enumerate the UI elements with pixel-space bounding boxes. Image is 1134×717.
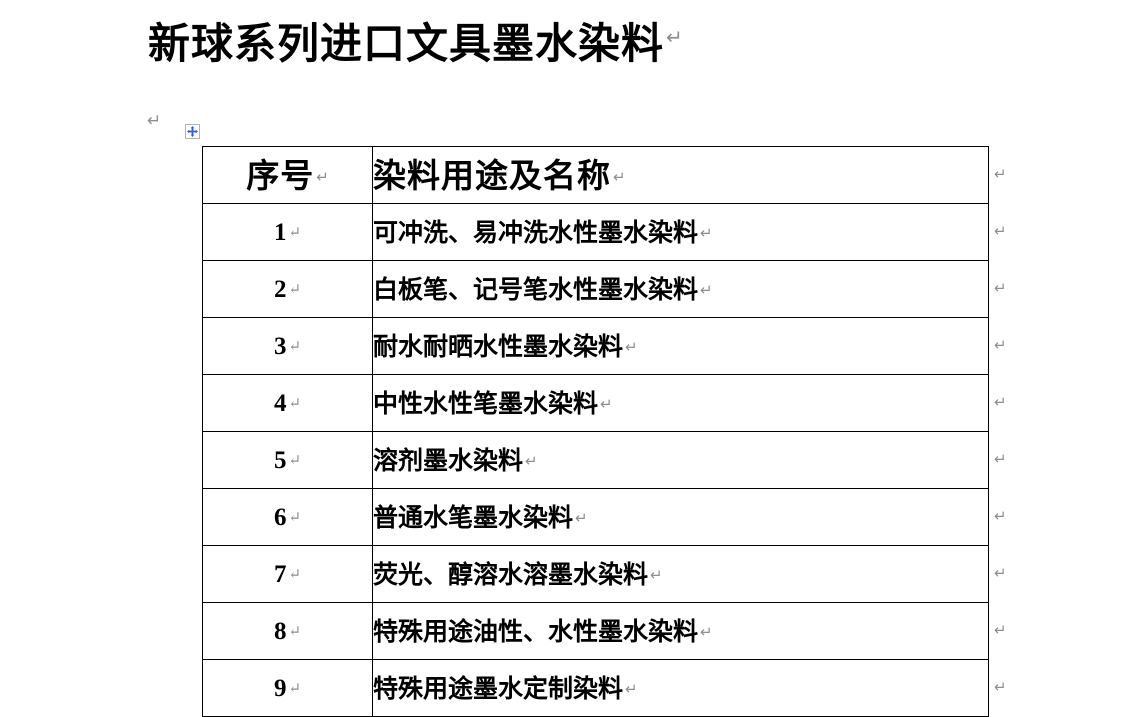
table-cell-num: 6 ↵ <box>202 488 373 546</box>
paragraph-mark-icon: ↵ <box>575 508 588 527</box>
paragraph-mark-icon: ↵ <box>288 395 302 412</box>
paragraph-mark-icon: ↵ <box>625 679 638 698</box>
paragraph-mark-icon: ↵ <box>316 167 329 186</box>
table-cell-value: 特殊用途墨水定制染料 <box>373 673 624 703</box>
table-cell-value: 可冲洗、易冲洗水性墨水染料 <box>373 217 699 247</box>
table-row: 3 ↵ 耐水耐晒水性墨水染料 ↵ <box>202 317 989 375</box>
table-cell-desc: 普通水笔墨水染料 ↵ <box>372 488 989 546</box>
paragraph-mark-icon: ↵ <box>288 338 302 355</box>
table-cell-value: 5 <box>273 446 287 474</box>
table-header-row: 序号 ↵ 染料用途及名称 ↵ <box>202 146 989 204</box>
paragraph-mark-icon: ↵ <box>288 452 302 469</box>
paragraph-mark-icon: ↵ <box>525 451 538 470</box>
table-cell-value: 溶剂墨水染料 <box>373 445 524 475</box>
table-cell-num: 4 ↵ <box>202 374 373 432</box>
table-cell-num: 5 ↵ <box>202 431 373 489</box>
table-row: 1 ↵ 可冲洗、易冲洗水性墨水染料 ↵ <box>202 203 989 261</box>
table-row: 6 ↵ 普通水笔墨水染料 ↵ <box>202 488 989 546</box>
table-header-label: 染料用途及名称 <box>373 155 611 195</box>
paragraph-mark-icon: ↵ <box>288 281 302 298</box>
dye-products-table: 序号 ↵ 染料用途及名称 ↵ 1 ↵ 可冲洗、易冲洗水性墨水染料 ↵ 2 ↵ 白板笔、记号笔水性… <box>202 146 989 717</box>
table-cell-desc: 中性水性笔墨水染料 ↵ <box>372 374 989 432</box>
table-cell-num: 9 ↵ <box>202 659 373 717</box>
table-cell-desc: 可冲洗、易冲洗水性墨水染料 ↵ <box>372 203 989 261</box>
paragraph-mark-icon: ↵ <box>650 565 663 584</box>
table-header-label: 序号 <box>246 155 315 195</box>
table-cell-value: 7 <box>273 560 287 588</box>
table-row: 5 ↵ 溶剂墨水染料 ↵ <box>202 431 989 489</box>
table-cell-desc: 耐水耐晒水性墨水染料 ↵ <box>372 317 989 375</box>
table-cell-desc: 特殊用途油性、水性墨水染料 ↵ <box>372 602 989 660</box>
table-cell-num: 1 ↵ <box>202 203 373 261</box>
paragraph-mark-icon: ↵ <box>288 680 302 697</box>
paragraph-mark-icon: ↵ <box>288 224 302 241</box>
row-end-mark-icon: ↵ <box>994 222 1007 240</box>
row-end-mark-icon: ↵ <box>994 678 1007 696</box>
row-end-mark-icon: ↵ <box>994 279 1007 297</box>
row-end-mark-icon: ↵ <box>994 336 1007 354</box>
row-end-mark-icon: ↵ <box>994 507 1007 525</box>
table-cell-num: 7 ↵ <box>202 545 373 603</box>
table-cell-value: 白板笔、记号笔水性墨水染料 <box>373 274 699 304</box>
table-cell-num: 8 ↵ <box>202 602 373 660</box>
row-end-mark-icon: ↵ <box>994 450 1007 468</box>
row-end-mark-icon: ↵ <box>994 621 1007 639</box>
paragraph-mark-icon: ↵ <box>288 623 302 640</box>
row-end-mark-icon: ↵ <box>994 393 1007 411</box>
paragraph-mark-icon: ↵ <box>625 337 638 356</box>
table-cell-value: 普通水笔墨水染料 <box>373 502 574 532</box>
paragraph-mark-icon: ↵ <box>666 25 683 49</box>
paragraph-mark-icon: ↵ <box>700 223 713 242</box>
table-cell-value: 3 <box>273 332 287 360</box>
table-row: 9 ↵ 特殊用途墨水定制染料 ↵ <box>202 659 989 717</box>
page-title-text: 新球系列进口文具墨水染料 <box>148 19 665 68</box>
paragraph-mark-icon: ↵ <box>700 622 713 641</box>
table-cell-value: 中性水性笔墨水染料 <box>373 388 599 418</box>
table-cell-desc: 白板笔、记号笔水性墨水染料 ↵ <box>372 260 989 318</box>
row-end-mark-column: ↵ ↵ ↵ ↵ ↵ ↵ ↵ ↵ ↵ ↵ <box>994 146 1020 716</box>
table-cell-value: 6 <box>273 503 287 531</box>
row-end-mark-icon: ↵ <box>994 165 1007 183</box>
table-cell-desc: 溶剂墨水染料 ↵ <box>372 431 989 489</box>
table-cell-num: 2 ↵ <box>202 260 373 318</box>
paragraph-mark-icon: ↵ <box>288 566 302 583</box>
table-cell-desc: 荧光、醇溶水溶墨水染料 ↵ <box>372 545 989 603</box>
paragraph-mark-icon: ↵ <box>288 509 302 526</box>
paragraph-mark-icon: ↵ <box>700 280 713 299</box>
table-cell-value: 2 <box>273 275 287 303</box>
table-row: 4 ↵ 中性水性笔墨水染料 ↵ <box>202 374 989 432</box>
table-cell-value: 9 <box>273 674 287 702</box>
paragraph-mark-icon: ↵ <box>600 394 613 413</box>
table-header-cell-desc: 染料用途及名称 ↵ <box>372 146 989 204</box>
table-cell-num: 3 ↵ <box>202 317 373 375</box>
table-cell-value: 特殊用途油性、水性墨水染料 <box>373 616 699 646</box>
paragraph-mark-icon: ↵ <box>147 111 162 131</box>
table-row: 7 ↵ 荧光、醇溶水溶墨水染料 ↵ <box>202 545 989 603</box>
table-cell-value: 4 <box>273 389 287 417</box>
table-cell-value: 1 <box>273 218 287 246</box>
page-title: 新球系列进口文具墨水染料 ↵ <box>148 18 683 69</box>
table-cell-desc: 特殊用途墨水定制染料 ↵ <box>372 659 989 717</box>
table-move-handle[interactable] <box>185 124 200 139</box>
paragraph-mark-icon: ↵ <box>613 167 626 186</box>
move-4-arrow-icon <box>187 126 198 137</box>
table-cell-value: 荧光、醇溶水溶墨水染料 <box>373 559 649 589</box>
row-end-mark-icon: ↵ <box>994 564 1007 582</box>
table-header-cell-num: 序号 ↵ <box>202 146 373 204</box>
table-cell-value: 8 <box>273 617 287 645</box>
table-row: 8 ↵ 特殊用途油性、水性墨水染料 ↵ <box>202 602 989 660</box>
table-row: 2 ↵ 白板笔、记号笔水性墨水染料 ↵ <box>202 260 989 318</box>
table-cell-value: 耐水耐晒水性墨水染料 <box>373 331 624 361</box>
